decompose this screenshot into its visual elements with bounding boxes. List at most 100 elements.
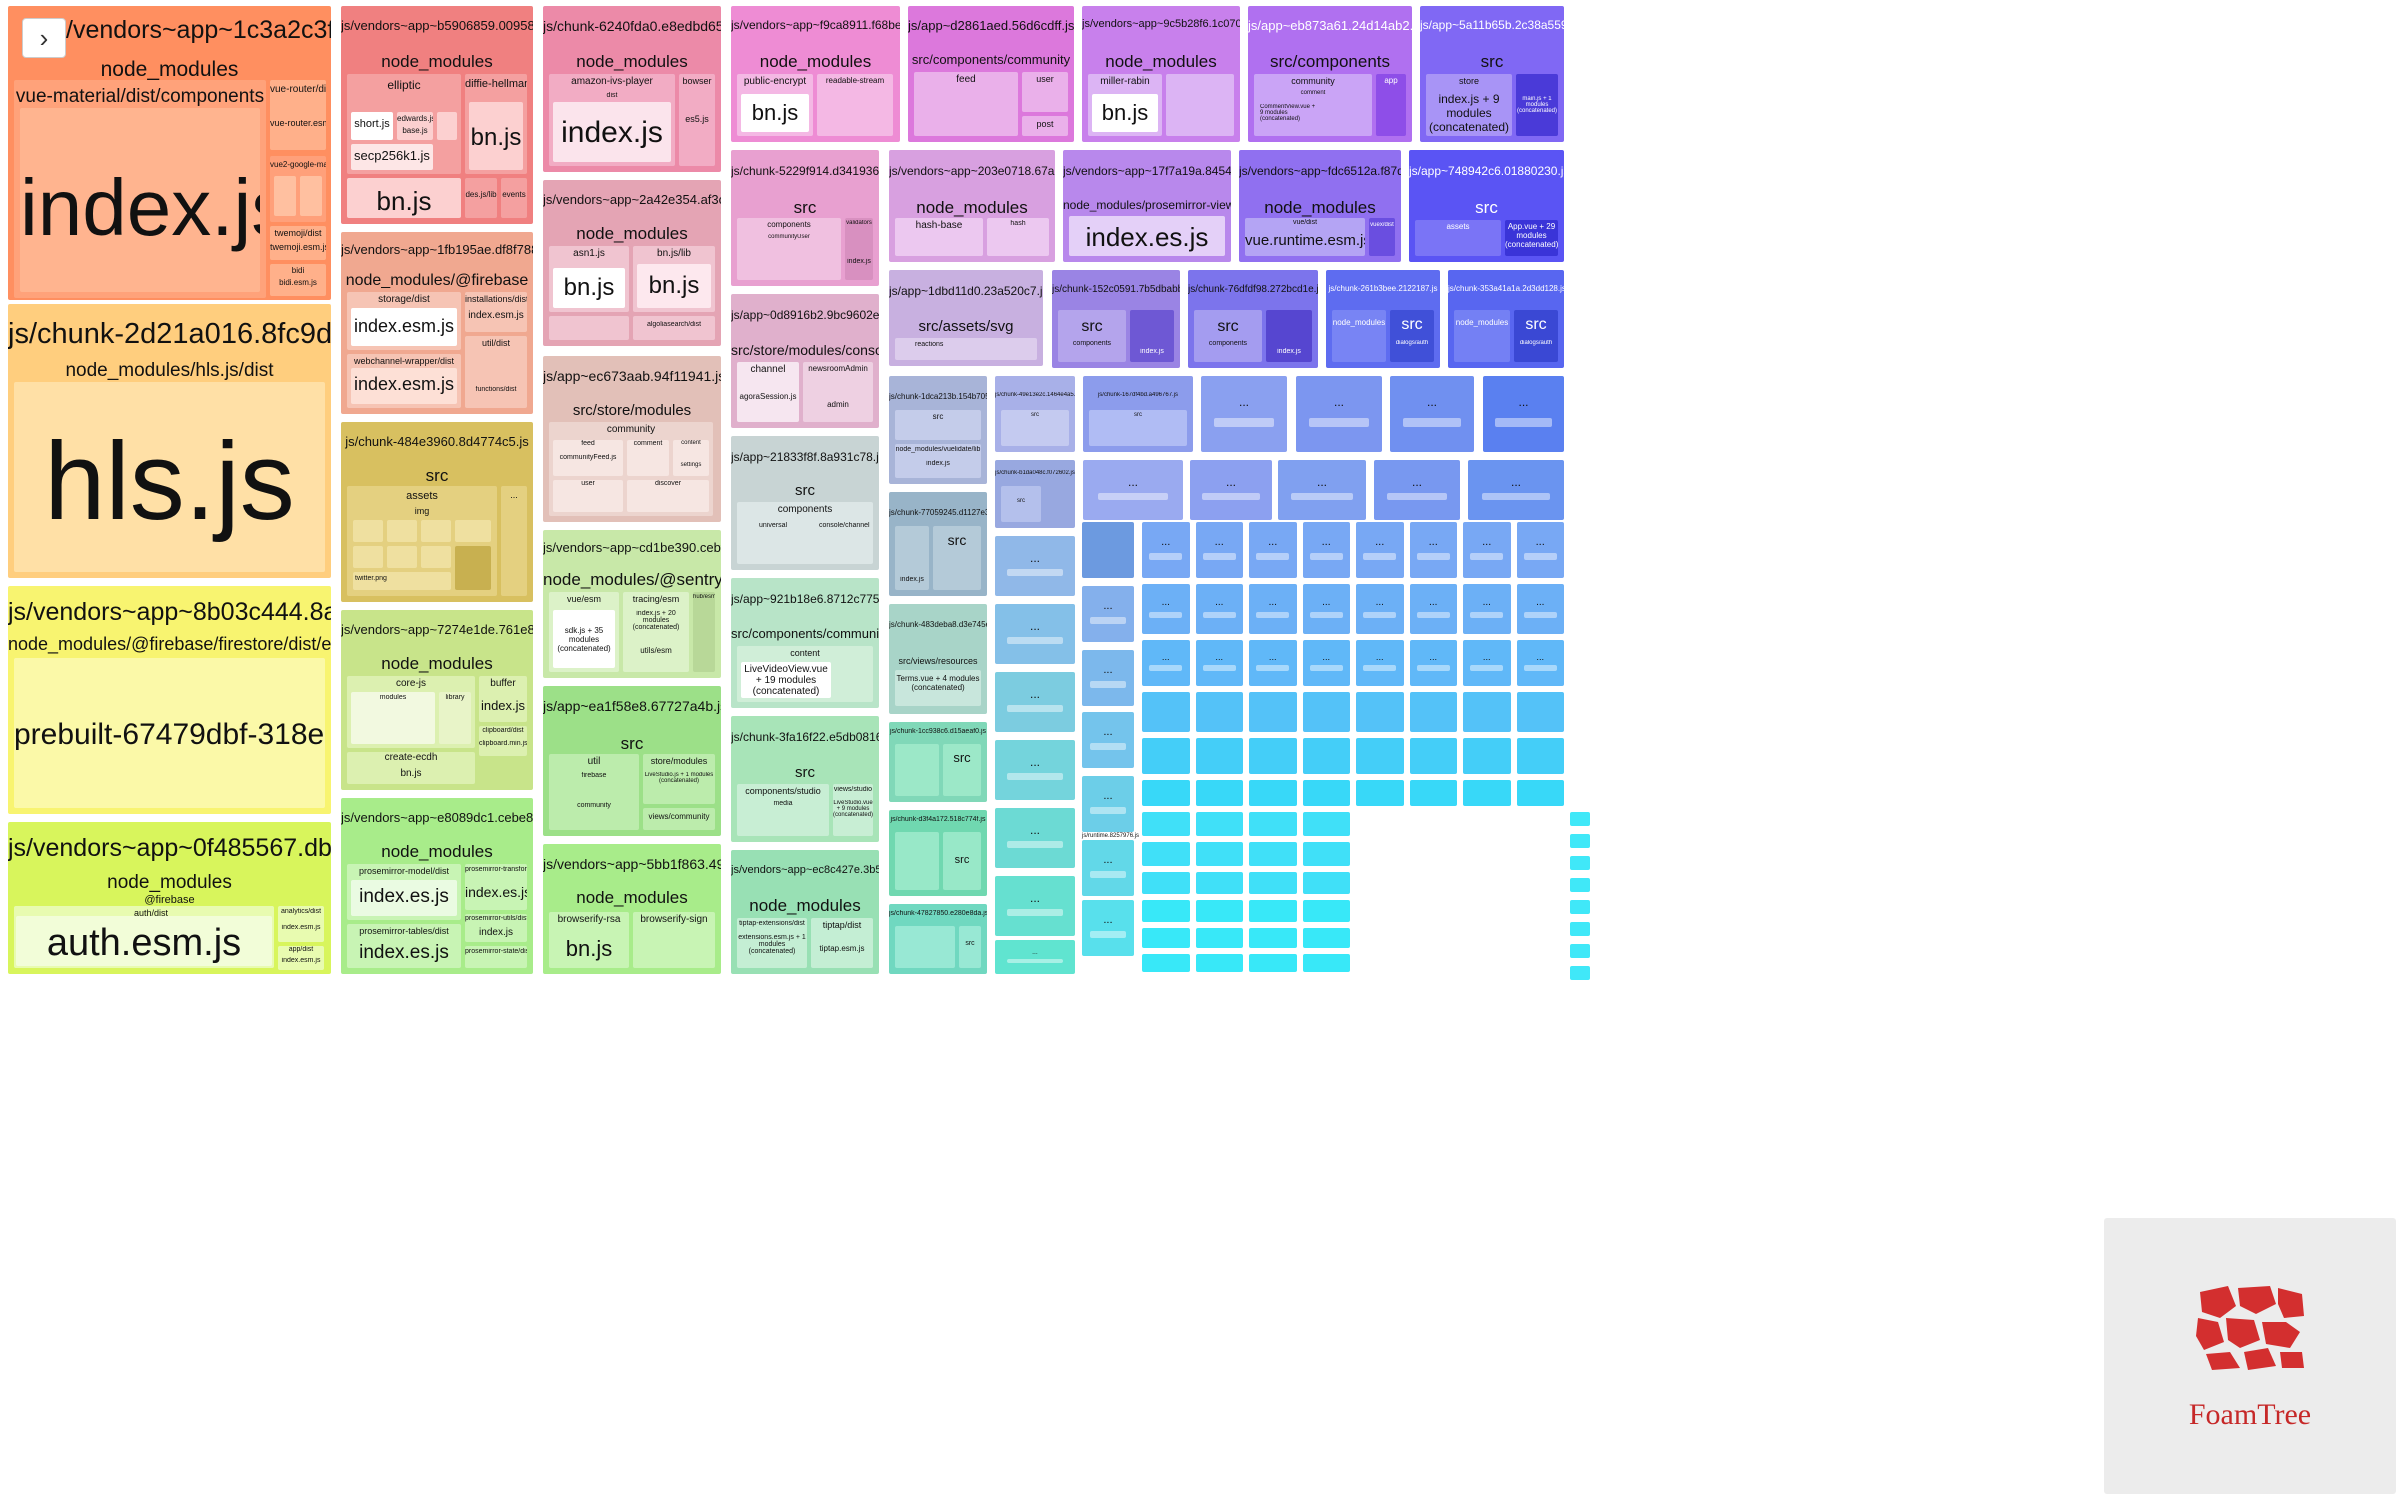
- small-chunk-tile[interactable]: [1195, 780, 1243, 806]
- small-chunk-tile[interactable]: ...: [1190, 460, 1272, 520]
- group-reactions[interactable]: reactions: [895, 338, 1037, 360]
- group-events[interactable]: events: [501, 178, 527, 218]
- module-short-js[interactable]: short.js: [351, 112, 393, 140]
- small-chunk-tile[interactable]: ...: [995, 808, 1075, 868]
- small-chunk-tile[interactable]: [1570, 812, 1590, 826]
- group-assets[interactable]: assets: [1415, 220, 1501, 256]
- group-discover[interactable]: discover: [627, 480, 709, 512]
- module-bn-js[interactable]: bn.js: [553, 268, 625, 308]
- group-src[interactable]: src components: [1194, 310, 1262, 362]
- group-src[interactable]: src: [1001, 410, 1069, 446]
- small-chunk-tile[interactable]: [1302, 738, 1350, 774]
- small-chunk-tile[interactable]: [1249, 928, 1297, 948]
- small-chunk-tile[interactable]: [1302, 812, 1350, 836]
- small-chunk-tile[interactable]: [1302, 780, 1350, 806]
- group-vue-material[interactable]: vue-material/dist/components index.js: [14, 80, 266, 298]
- chunk-app-5a11b65b[interactable]: js/app~5a11b65b.2c38a559.js src store in…: [1420, 6, 1564, 142]
- small-chunk-tile[interactable]: [1195, 954, 1243, 972]
- group-post[interactable]: post: [1022, 116, 1068, 136]
- small-chunk-tile[interactable]: ...: [995, 876, 1075, 936]
- group-prosemirror-tables[interactable]: prosemirror-tables/dist index.es.js: [347, 924, 461, 968]
- group-vue2-google-maps[interactable]: vue2-google-maps/dist: [270, 156, 326, 222]
- group-validators[interactable]: validators index.js: [845, 218, 873, 280]
- small-chunk-tile[interactable]: [1570, 944, 1590, 958]
- small-chunk-tile[interactable]: ...: [995, 940, 1075, 974]
- small-chunk-tile[interactable]: ...: [1302, 584, 1350, 634]
- group-feed[interactable]: feed: [914, 72, 1018, 136]
- group-browserify-rsa[interactable]: browserify-rsa bn.js: [549, 912, 629, 968]
- chunk-app-d2861aed[interactable]: js/app~d2861aed.56d6cdff.js src/componen…: [908, 6, 1074, 142]
- small-chunk-tile[interactable]: ...: [1142, 522, 1190, 578]
- group-channel[interactable]: channel agoraSession.js: [737, 362, 799, 422]
- group-views-community[interactable]: views/community: [643, 808, 715, 830]
- chunk-app-ea1f58e8[interactable]: js/app~ea1f58e8.67727a4b.js src util fir…: [543, 686, 721, 836]
- group-bidi[interactable]: bidi bidi.esm.js: [270, 264, 326, 296]
- chunk-vendors-ec8c427e[interactable]: js/vendors~app~ec8c427e.3b536388.js node…: [731, 850, 879, 974]
- group-vuelidate[interactable]: node_modules/vuelidate/lib index.js: [895, 444, 981, 478]
- module-index[interactable]: index.js: [895, 526, 929, 590]
- small-chunk-tile[interactable]: ...: [1409, 522, 1457, 578]
- small-chunk-tile[interactable]: [1249, 900, 1297, 922]
- group-diffie-hellman[interactable]: diffie-hellman bn.js: [465, 74, 527, 174]
- module-prebuilt[interactable]: prebuilt-67479dbf-318e5a2c.js: [14, 658, 325, 808]
- small-chunk-tile[interactable]: ...: [1409, 640, 1457, 686]
- module-index-es[interactable]: index.es.js: [351, 880, 457, 916]
- chunk-47827850[interactable]: js/chunk-47827850.e280e8da.js src: [889, 904, 987, 974]
- small-chunk-tile[interactable]: [1516, 692, 1564, 732]
- group-community[interactable]: community feed communityFeed.js comment …: [549, 422, 713, 516]
- group-prosemirror-utils[interactable]: prosemirror-utils/dist index.js: [465, 914, 527, 942]
- chunk-77059245[interactable]: js/chunk-77059245.d1127e38.js src index.…: [889, 492, 987, 596]
- group-node-modules[interactable]: node_modules: [1454, 310, 1510, 362]
- chunk-167df4bd[interactable]: js/chunk-167df4bd.a496767.js src: [1083, 376, 1193, 452]
- chunk-483deba8[interactable]: js/chunk-483deba8.d3e745e7.js src/views/…: [889, 604, 987, 714]
- chunk-152c0591[interactable]: js/chunk-152c0591.7b5dbabb.js src compon…: [1052, 270, 1180, 368]
- chunk-49e13e2c[interactable]: js/chunk-49e13e2c.1464e4a5.js src: [995, 376, 1075, 452]
- small-chunk-tile[interactable]: [1463, 780, 1511, 806]
- small-chunk-tile[interactable]: ...: [1249, 640, 1297, 686]
- group-miller-rabin[interactable]: miller-rabin bn.js: [1088, 74, 1162, 136]
- small-chunk-tile[interactable]: ...: [1390, 376, 1474, 452]
- group-browserify-sign[interactable]: browserify-sign: [633, 912, 715, 968]
- small-chunk-tile[interactable]: ...: [1468, 460, 1564, 520]
- small-chunk-tile[interactable]: ...: [1249, 522, 1297, 578]
- small-chunk-tile[interactable]: ...: [1296, 376, 1382, 452]
- small-chunk-tile[interactable]: ...: [1082, 900, 1134, 956]
- small-chunk-tile[interactable]: ...: [1082, 776, 1134, 832]
- module-secp256k1[interactable]: secp256k1.js: [351, 144, 433, 170]
- small-chunk-tile[interactable]: ...: [1463, 584, 1511, 634]
- group-comment[interactable]: comment: [627, 440, 669, 476]
- module-edwards[interactable]: edwards.js base.js: [397, 112, 433, 140]
- small-chunk-tile[interactable]: [1302, 928, 1350, 948]
- chunk-vendors-17f7a19a[interactable]: js/vendors~app~17f7a19a.84549283.js node…: [1063, 150, 1231, 262]
- group-webchannel[interactable]: webchannel-wrapper/dist index.esm.js: [347, 354, 461, 408]
- chunk-vendors-fdc6512a[interactable]: js/vendors~app~fdc6512a.f87dc1e1.js node…: [1239, 150, 1401, 262]
- group-src[interactable]: src: [1001, 486, 1041, 522]
- small-chunk-tile[interactable]: ...: [1082, 650, 1134, 706]
- chunk-app-0d8916b2[interactable]: js/app~0d8916b2.9bc9602e.js src/store/mo…: [731, 294, 879, 428]
- group-storage[interactable]: storage/dist index.esm.js: [347, 292, 461, 350]
- chunk-76dfdf98[interactable]: js/chunk-76dfdf98.272bcd1e.js src compon…: [1188, 270, 1318, 368]
- module-bn-js[interactable]: bn.js: [1092, 94, 1158, 132]
- chunk-2d21a016[interactable]: js/chunk-2d21a016.8fc9d5cb.js node_modul…: [8, 304, 331, 578]
- chunk-vendors-f9ca8911[interactable]: js/vendors~app~f9ca8911.f68befbc.js node…: [731, 6, 900, 142]
- small-chunk-tile[interactable]: ...: [1374, 460, 1460, 520]
- small-chunk-tile[interactable]: [1409, 738, 1457, 774]
- module-index-js[interactable]: index.js: [20, 108, 260, 292]
- group-elliptic[interactable]: elliptic short.js edwards.js base.js sec…: [347, 74, 461, 174]
- group-hash[interactable]: hash: [987, 218, 1049, 256]
- small-chunk-tile[interactable]: [1142, 842, 1190, 866]
- small-chunk-tile[interactable]: ...: [1356, 584, 1404, 634]
- small-chunk-tile[interactable]: ...: [995, 672, 1075, 732]
- small-chunk-tile[interactable]: ...: [1278, 460, 1366, 520]
- small-chunk-tile[interactable]: [1302, 954, 1350, 972]
- small-chunk-tile[interactable]: ...: [995, 740, 1075, 800]
- small-chunk-tile[interactable]: [1409, 780, 1457, 806]
- module-main[interactable]: main.js + 1 modules (concatenated): [1516, 74, 1558, 136]
- group-src[interactable]: src: [933, 526, 981, 590]
- small-chunk-tile[interactable]: [1195, 812, 1243, 836]
- group-bn-lib[interactable]: bn.js/lib bn.js: [633, 246, 715, 312]
- group-asn1[interactable]: asn1.js bn.js: [549, 246, 629, 312]
- module-hls-js[interactable]: hls.js: [14, 382, 325, 572]
- chunk-484e3960[interactable]: js/chunk-484e3960.8d4774c5.js src assets…: [341, 422, 533, 602]
- small-chunk-tile[interactable]: ...: [995, 536, 1075, 596]
